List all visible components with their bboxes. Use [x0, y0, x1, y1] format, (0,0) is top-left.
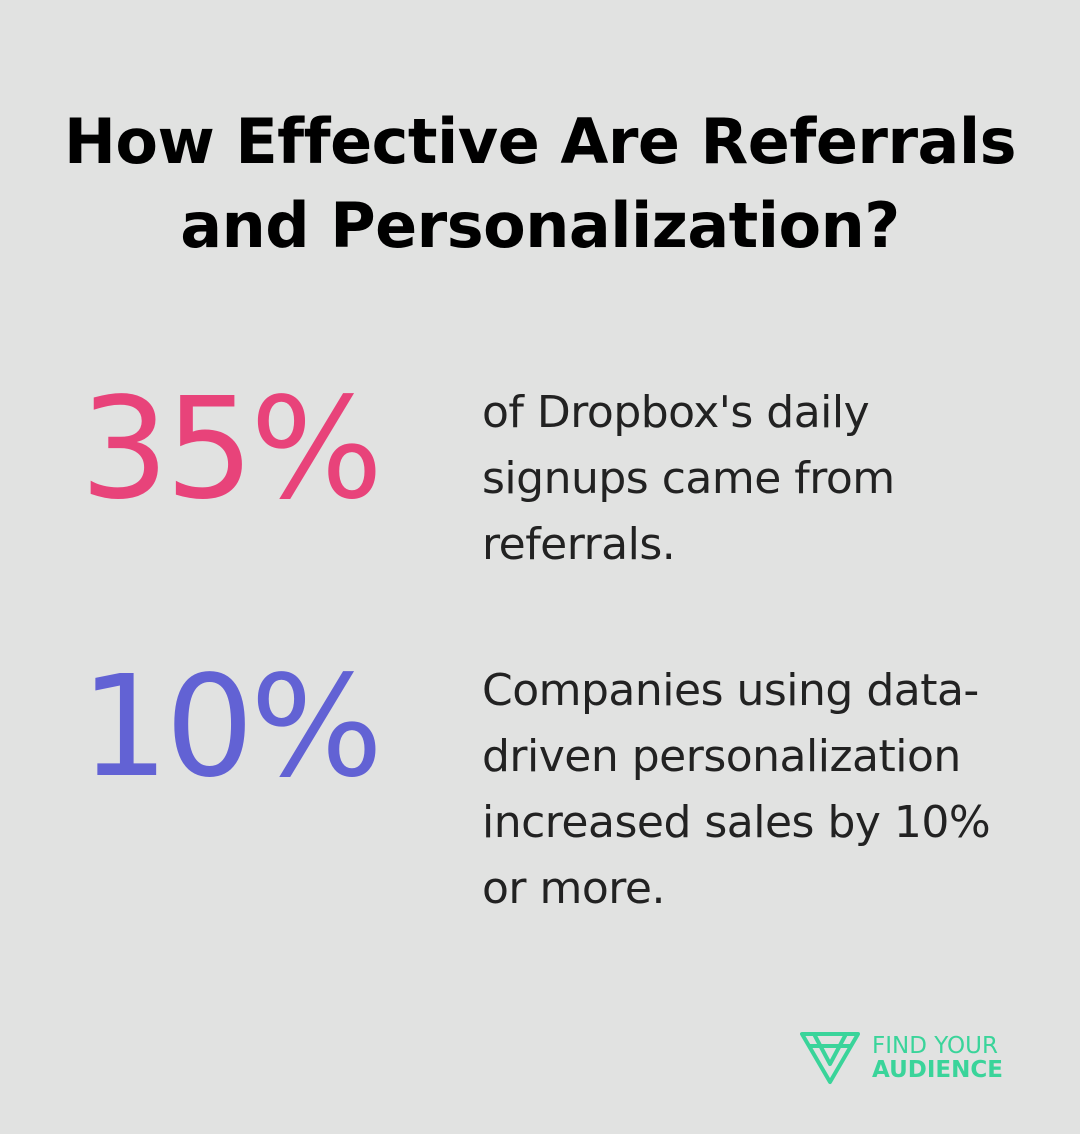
logo-text-line-1: FIND YOUR: [872, 1033, 998, 1059]
brand-logo: FIND YOUR AUDIENCE: [800, 1030, 1040, 1090]
stat-value-personalization: 10%: [80, 646, 383, 809]
title-line-2: and Personalization?: [180, 189, 900, 262]
logo-text: FIND YOUR AUDIENCE: [872, 1034, 1003, 1082]
stat-description-personalization: Companies using data-driven personalizat…: [482, 665, 991, 914]
title-line-1: How Effective Are Referrals: [63, 105, 1017, 178]
stat-value-referrals: 35%: [80, 368, 383, 531]
stat-description-referrals: of Dropbox's daily signups came from ref…: [482, 387, 895, 570]
infographic-title: How Effective Are Referrals and Personal…: [0, 100, 1080, 268]
logo-text-line-2: AUDIENCE: [872, 1057, 1003, 1083]
find-your-audience-logo-icon: [800, 1032, 860, 1084]
